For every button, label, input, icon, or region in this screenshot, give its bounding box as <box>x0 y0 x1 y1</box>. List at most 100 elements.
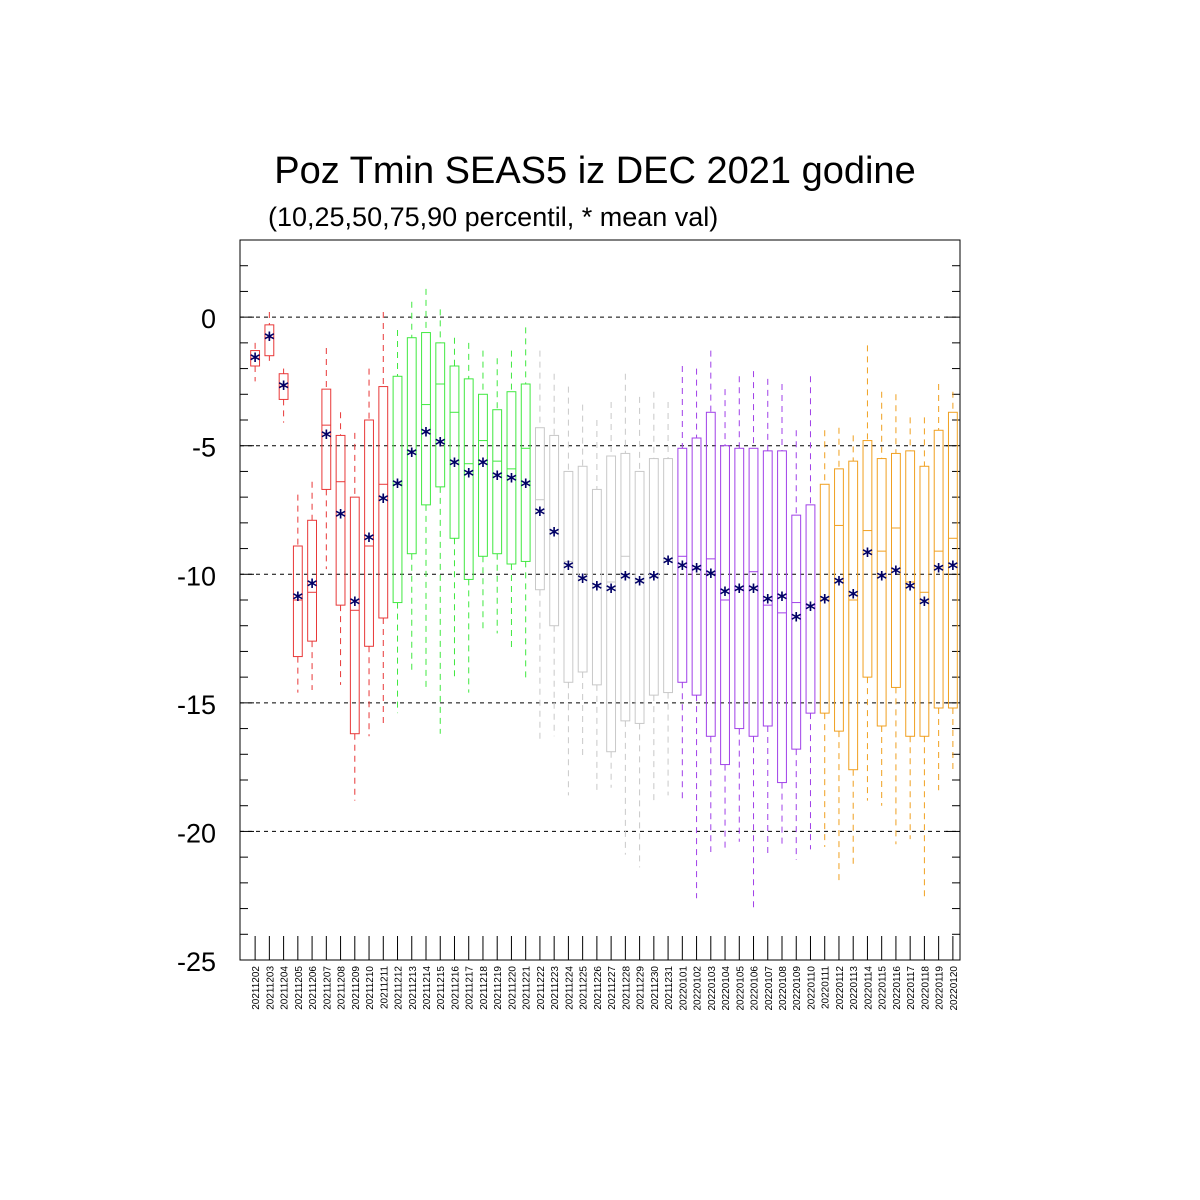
x-tick-label: 20211207 <box>322 966 333 1010</box>
x-tick-label: 20220120 <box>949 966 960 1011</box>
x-tick-label: 20211225 <box>579 966 590 1010</box>
mean-marker: * <box>577 569 588 593</box>
x-tick-label: 20211217 <box>465 966 476 1010</box>
box <box>349 496 360 735</box>
box <box>748 447 759 737</box>
mean-marker: * <box>891 562 902 586</box>
mean-marker: * <box>834 572 845 596</box>
x-tick-label: 20220103 <box>707 966 718 1011</box>
mean-marker: * <box>791 608 802 632</box>
mean-marker: * <box>293 587 304 611</box>
x-tick-label: 20220113 <box>849 966 860 1010</box>
x-tick-label: 20211226 <box>593 966 604 1010</box>
box <box>905 450 916 737</box>
box <box>720 445 730 766</box>
box <box>691 437 702 696</box>
x-tick-label: 20211228 <box>621 966 632 1010</box>
x-tick-label: 20211204 <box>280 966 291 1010</box>
mean-marker: * <box>478 454 489 478</box>
x-tick-label: 20211212 <box>394 966 405 1010</box>
box <box>805 504 816 714</box>
box <box>591 488 602 686</box>
mean-marker: * <box>250 348 261 372</box>
mean-marker: * <box>321 425 332 449</box>
box <box>777 450 787 784</box>
y-tick-label: 0 <box>201 304 216 334</box>
mean-marker: * <box>663 551 674 575</box>
box <box>321 388 332 490</box>
box <box>734 447 745 730</box>
x-tick-label: 20211230 <box>650 966 661 1010</box>
box <box>834 468 844 732</box>
x-tick-label: 20211222 <box>536 966 547 1010</box>
x-tick-label: 20211223 <box>550 966 561 1010</box>
x-tick-label: 20211209 <box>351 966 362 1010</box>
box <box>606 455 617 753</box>
box <box>663 458 673 694</box>
x-tick-label: 20211220 <box>507 966 518 1010</box>
box <box>876 458 887 727</box>
x-tick-label: 20211211 <box>379 966 390 1009</box>
box <box>620 452 631 722</box>
y-tick-label: -10 <box>177 561 216 591</box>
mean-marker: * <box>777 587 788 611</box>
x-tick-label: 20220109 <box>792 966 803 1011</box>
box <box>705 411 716 737</box>
mean-marker: * <box>278 377 289 401</box>
x-tick-label: 20220116 <box>892 966 903 1010</box>
mean-marker: * <box>492 467 503 491</box>
y-tick-label: -15 <box>177 690 216 720</box>
box <box>563 470 574 683</box>
box <box>492 409 503 555</box>
box <box>335 434 346 606</box>
box <box>947 411 958 709</box>
box <box>520 383 531 562</box>
mean-marker: * <box>378 490 389 514</box>
mean-marker: * <box>435 433 446 457</box>
x-tick-label: 20220107 <box>764 966 775 1011</box>
mean-marker: * <box>264 328 275 352</box>
x-tick-label: 20220114 <box>863 966 874 1010</box>
mean-marker: * <box>876 567 887 591</box>
x-tick-label: 20220102 <box>693 966 704 1011</box>
x-tick-label: 20211206 <box>308 966 319 1010</box>
box <box>933 429 944 709</box>
mean-marker: * <box>620 567 631 591</box>
x-tick-label: 20211219 <box>493 966 504 1010</box>
mean-marker: * <box>592 577 603 601</box>
x-tick-label: 20220111 <box>821 966 832 1009</box>
mean-marker: * <box>335 505 346 529</box>
box <box>577 465 588 673</box>
x-tick-label: 20211210 <box>365 966 376 1010</box>
y-tick-label: -20 <box>177 818 216 848</box>
x-tick-label: 20220119 <box>935 966 946 1010</box>
mean-marker: * <box>549 523 560 547</box>
x-tick-label: 20211214 <box>422 966 433 1010</box>
x-tick-label: 20220117 <box>906 966 917 1010</box>
chart-title: Poz Tmin SEAS5 iz DEC 2021 godine <box>274 150 916 192</box>
mean-marker: * <box>535 503 546 527</box>
box <box>535 427 545 591</box>
mean-marker: * <box>563 557 574 581</box>
box <box>264 324 275 357</box>
box <box>435 342 446 488</box>
mean-marker: * <box>748 580 759 604</box>
box <box>919 465 930 737</box>
box <box>891 452 901 688</box>
box <box>378 386 389 619</box>
mean-marker: * <box>720 582 731 606</box>
box <box>406 337 417 555</box>
x-tick-label: 20220118 <box>920 966 931 1010</box>
box <box>463 378 474 580</box>
box <box>677 447 688 683</box>
x-tick-label: 20220101 <box>678 966 689 1011</box>
box <box>791 514 802 750</box>
mean-marker: * <box>634 572 645 596</box>
mean-marker: * <box>905 577 916 601</box>
mean-marker: * <box>606 580 617 604</box>
y-tick-label: -5 <box>192 433 216 463</box>
mean-marker: * <box>520 474 531 498</box>
mean-marker: * <box>677 557 688 581</box>
x-tick-label: 20211218 <box>479 966 490 1010</box>
